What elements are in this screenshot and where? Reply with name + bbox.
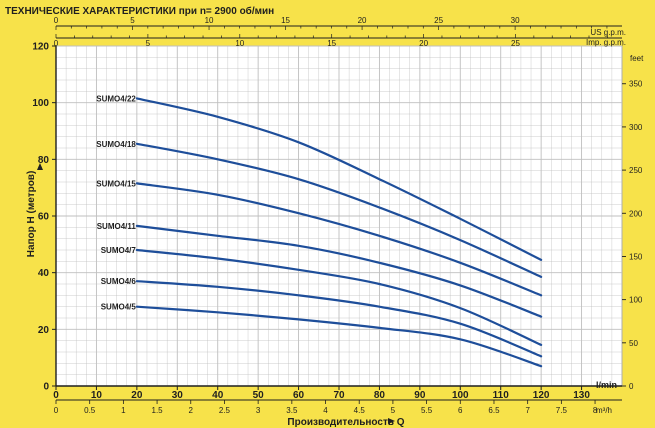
us-gpm-tick-label: 15 — [281, 16, 290, 25]
m3h-tick-label: 0.5 — [84, 406, 96, 415]
feet-tick-label: 250 — [629, 166, 643, 175]
m3h-tick-label: 7 — [525, 406, 530, 415]
x-axis-label: Производительность Q — [287, 417, 404, 428]
curve-sumo4-18 — [135, 142, 543, 278]
curve-layer — [135, 97, 543, 368]
m3h-tick-label: 2 — [189, 406, 194, 415]
feet-tick-label: 200 — [629, 209, 643, 218]
m3h-tick-label: 2.5 — [219, 406, 231, 415]
grid-layer — [55, 45, 623, 387]
feet-tick-label: 350 — [629, 80, 643, 89]
m3h-tick-label: 4 — [323, 406, 328, 415]
us-gpm-tick-label: 10 — [205, 16, 214, 25]
y-tick-label: 60 — [38, 212, 50, 223]
us-gpm-tick-label: 5 — [130, 16, 135, 25]
x-tick-label: 80 — [374, 390, 386, 401]
series-label-sumo4-22: SUMO4/22 — [96, 94, 136, 103]
us-gpm-tick-label: 0 — [54, 16, 59, 25]
m3h-tick-label: 6.5 — [488, 406, 500, 415]
feet-tick-label: 50 — [629, 339, 638, 348]
series-label-sumo4-18: SUMO4/18 — [96, 140, 136, 149]
x-tick-label: 20 — [131, 390, 143, 401]
feet-tick-label: 0 — [629, 382, 634, 391]
x-tick-label: 90 — [414, 390, 426, 401]
us-gpm-tick-label: 25 — [434, 16, 443, 25]
series-label-sumo4-7: SUMO4/7 — [101, 246, 137, 255]
curve-sumo4-7 — [135, 248, 543, 346]
curve-sumo4-11 — [135, 224, 543, 318]
m3h-tick-label: 1 — [121, 406, 126, 415]
y-axis-arrow-icon — [37, 163, 43, 170]
curve-sumo4-5 — [135, 305, 543, 368]
imp-gpm-tick-label: 20 — [419, 39, 428, 48]
m3h-tick-label: 5 — [391, 406, 396, 415]
x-tick-label: 30 — [172, 390, 184, 401]
m3h-unit-label: m³/h — [596, 406, 612, 415]
us-gpm-tick-label: 20 — [358, 16, 367, 25]
x-axis-arrow-icon — [388, 418, 395, 424]
imp-gpm-tick-label: 15 — [327, 39, 336, 48]
x-tick-label: 70 — [333, 390, 345, 401]
feet-tick-label: 100 — [629, 296, 643, 305]
axis-layer — [37, 25, 626, 424]
imp-gpm-tick-label: 0 — [54, 39, 59, 48]
x-tick-label: 50 — [253, 390, 265, 401]
feet-tick-label: 300 — [629, 123, 643, 132]
imp-gpm-tick-label: 25 — [511, 39, 520, 48]
feet-tick-label: 150 — [629, 252, 643, 261]
m3h-tick-label: 0 — [54, 406, 59, 415]
curve-sumo4-15 — [135, 182, 543, 297]
feet-unit-label: feet — [630, 54, 644, 63]
y-tick-label: 0 — [43, 382, 49, 393]
series-label-sumo4-11: SUMO4/11 — [97, 222, 137, 231]
curve-sumo4-22 — [135, 97, 543, 261]
x-tick-label: 0 — [53, 390, 59, 401]
x-tick-label: 130 — [573, 390, 590, 401]
m3h-tick-label: 3 — [256, 406, 261, 415]
imp-gpm-unit-label: Imp. g.p.m. — [586, 38, 626, 47]
series-label-sumo4-5: SUMO4/5 — [101, 303, 137, 312]
y-tick-label: 100 — [32, 98, 49, 109]
x-tick-label: 100 — [452, 390, 469, 401]
imp-gpm-tick-label: 10 — [235, 39, 244, 48]
m3h-tick-label: 4.5 — [354, 406, 366, 415]
y-axis-label: Напор Н (метров) — [26, 171, 37, 258]
imp-gpm-tick-label: 5 — [146, 39, 151, 48]
m3h-tick-label: 3.5 — [286, 406, 298, 415]
x-unit-label: l/min — [596, 380, 617, 390]
y-tick-label: 40 — [38, 268, 50, 279]
x-tick-label: 60 — [293, 390, 305, 401]
y-tick-label: 120 — [32, 42, 49, 53]
x-tick-label: 40 — [212, 390, 224, 401]
text-layer: 0 10 20 30 40 50 60 70 80 90 100 110 120 130020406080… — [32, 16, 643, 415]
curve-sumo4-6 — [135, 280, 543, 358]
m3h-tick-label: 6 — [458, 406, 463, 415]
m3h-tick-label: 1.5 — [152, 406, 164, 415]
chart-title: ТЕХНИЧЕСКИЕ ХАРАКТЕРИСТИКИ при n= 2900 о… — [5, 5, 274, 17]
x-tick-label: 110 — [493, 390, 510, 401]
x-tick-label: 120 — [533, 390, 550, 401]
series-label-sumo4-6: SUMO4/6 — [101, 277, 137, 286]
m3h-tick-label: 7.5 — [556, 406, 568, 415]
y-tick-label: 80 — [38, 155, 50, 166]
us-gpm-tick-label: 30 — [511, 16, 520, 25]
series-label-sumo4-15: SUMO4/15 — [96, 179, 136, 188]
m3h-tick-label: 5.5 — [421, 406, 433, 415]
x-tick-label: 10 — [91, 390, 103, 401]
us-gpm-unit-label: US g.p.m. — [590, 28, 626, 37]
y-tick-label: 20 — [38, 325, 50, 336]
m3h-tick-label: 8 — [593, 406, 598, 415]
